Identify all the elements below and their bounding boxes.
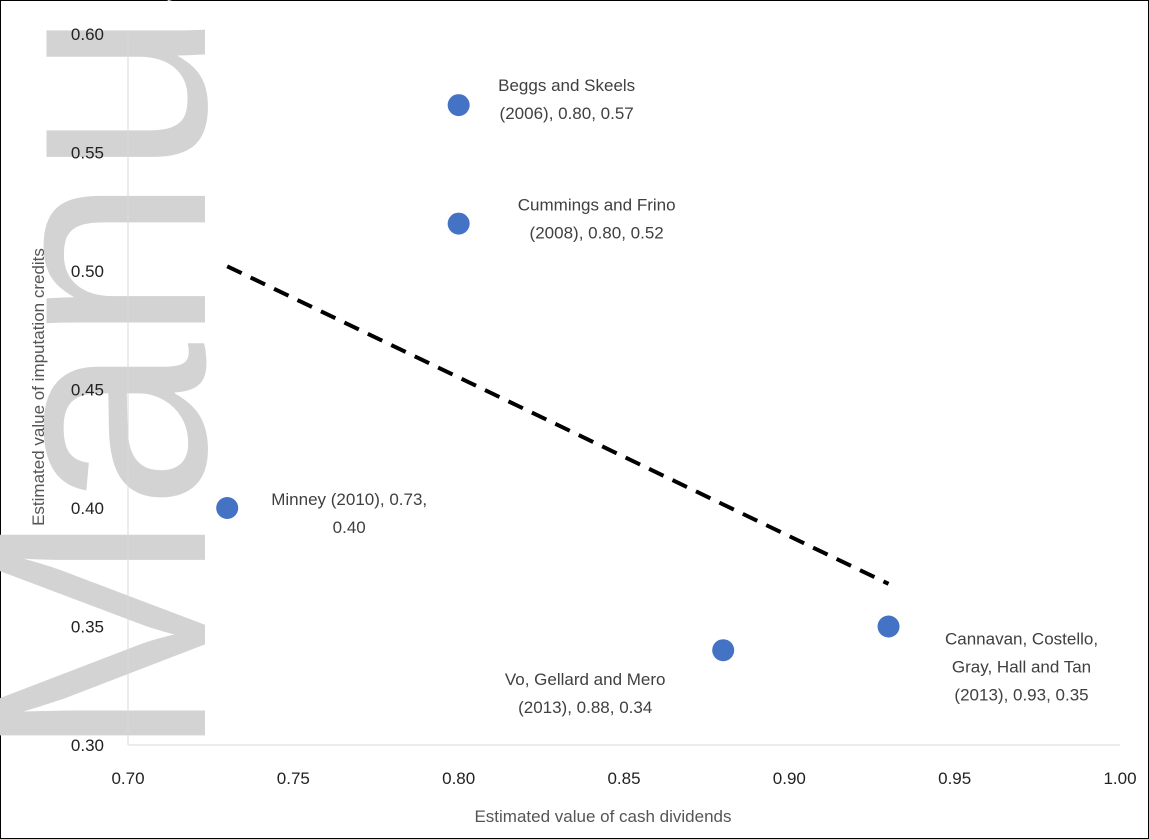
y-tick-label: 0.50 xyxy=(71,262,104,281)
data-label: Beggs and Skeels xyxy=(498,76,635,95)
data-label: Vo, Gellard and Mero xyxy=(505,670,666,689)
data-label: 0.40 xyxy=(333,518,366,537)
data-label: (2013), 0.88, 0.34 xyxy=(518,698,652,717)
data-label: (2008), 0.80, 0.52 xyxy=(530,224,664,243)
x-axis-title: Estimated value of cash dividends xyxy=(474,807,731,826)
x-tick-label: 0.75 xyxy=(277,769,310,788)
trendline xyxy=(226,264,890,586)
watermark-text: Manuscript xyxy=(0,0,271,760)
data-label: (2013), 0.93, 0.35 xyxy=(954,686,1088,705)
data-label: Cannavan, Costello, xyxy=(945,630,1098,649)
y-tick-label: 0.35 xyxy=(71,618,104,637)
y-tick-label: 0.55 xyxy=(71,144,104,163)
data-label: Minney (2010), 0.73, xyxy=(271,490,427,509)
x-tick-label: 0.70 xyxy=(111,769,144,788)
data-point xyxy=(447,94,470,117)
data-point xyxy=(877,615,900,638)
x-tick-label: 0.95 xyxy=(938,769,971,788)
x-tick-label: 0.85 xyxy=(607,769,640,788)
y-axis-title: Estimated value of imputation credits xyxy=(29,248,48,526)
y-tick-label: 0.40 xyxy=(71,499,104,518)
x-tick-label: 0.80 xyxy=(442,769,475,788)
data-label: Cummings and Frino xyxy=(518,196,676,215)
data-point xyxy=(712,639,735,662)
data-label: Gray, Hall and Tan xyxy=(952,658,1091,677)
y-tick-label: 0.60 xyxy=(71,25,104,44)
y-tick-label: 0.45 xyxy=(71,381,104,400)
x-tick-label: 0.90 xyxy=(773,769,806,788)
data-point xyxy=(447,212,470,235)
x-tick-label: 1.00 xyxy=(1103,769,1136,788)
data-label: (2006), 0.80, 0.57 xyxy=(500,104,634,123)
y-tick-label: 0.30 xyxy=(71,736,104,755)
data-point xyxy=(216,497,239,519)
